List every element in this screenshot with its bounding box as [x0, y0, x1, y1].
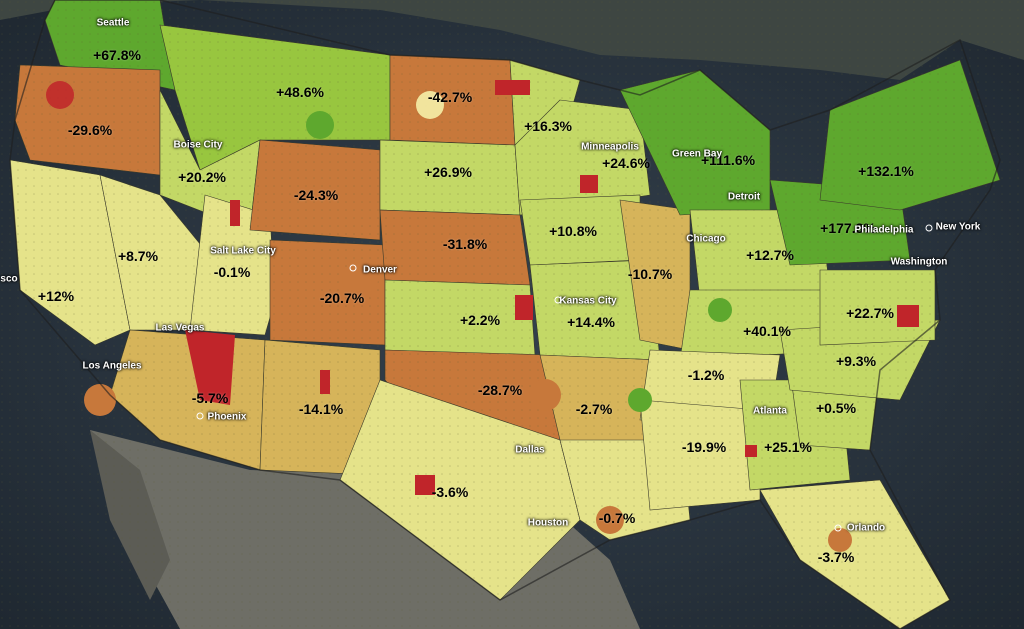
region-label-michigan: +111.6%	[700, 152, 756, 168]
region-label-northeast: +132.1%	[858, 163, 914, 179]
region-label-texas: -3.6%	[431, 484, 469, 500]
region-label-kentucky: +40.1%	[743, 323, 791, 339]
region-label-nebraska: -31.8%	[442, 236, 488, 252]
region-label-missouri: +14.4%	[567, 314, 615, 330]
city-marker-denver	[349, 264, 357, 272]
region-label-georgia-east: +0.5%	[815, 400, 857, 416]
region-label-tennessee: -1.2%	[687, 367, 725, 383]
region-label-idaho: +20.2%	[178, 169, 226, 185]
city-label-washington[interactable]: Washington	[890, 256, 948, 268]
city-marker-phoenix	[196, 412, 204, 420]
region-label-wyoming: -24.3%	[293, 187, 339, 203]
region-label-illinois: -10.7%	[627, 266, 673, 282]
city-label-new-york[interactable]: New York	[935, 221, 981, 233]
region-label-iowa: +10.8%	[549, 223, 597, 239]
city-marker-kansas-city	[554, 296, 562, 304]
region-label-montana: +48.6%	[276, 84, 324, 100]
city-label-seattle[interactable]: Seattle	[96, 17, 130, 29]
city-label-philadelphia[interactable]: Philadelphia	[854, 224, 914, 236]
city-label-boise-city[interactable]: Boise City	[173, 139, 223, 151]
city-marker-new-york	[925, 224, 933, 232]
region-label-utah: -0.1%	[213, 264, 251, 280]
region-label-florida: -3.7%	[817, 549, 855, 565]
city-label-detroit[interactable]: Detroit	[727, 191, 761, 203]
city-label-denver[interactable]: Denver	[363, 264, 397, 276]
city-label-phoenix[interactable]: Phoenix	[207, 411, 247, 423]
region-label-california-north: +12%	[37, 288, 75, 304]
region-label-gulf: -0.7%	[598, 510, 636, 526]
city-label-chicago[interactable]: Chicago	[686, 233, 726, 245]
region-label-north-dakota: -42.7%	[427, 89, 473, 105]
region-label-carolinas: +9.3%	[835, 353, 877, 369]
region-label-new-mexico: -14.1%	[298, 401, 344, 417]
city-label-atlanta[interactable]: Atlanta	[753, 405, 787, 417]
region-label-georgia: +25.1%	[764, 439, 812, 455]
region-label-arizona: -5.7%	[191, 390, 229, 406]
city-label-kansas-city[interactable]: Kansas City	[559, 295, 617, 307]
us-border	[9, 0, 1001, 629]
city-label-las-vegas[interactable]: Las Vegas	[155, 322, 205, 334]
region-label-colorado: -20.7%	[319, 290, 365, 306]
city-label-dallas[interactable]: Dallas	[515, 444, 545, 456]
city-label-orlando[interactable]: Orlando	[846, 522, 886, 534]
city-marker-orlando	[834, 524, 842, 532]
region-label-pacific-nw: +67.8%	[93, 47, 141, 63]
region-label-kansas: +2.2%	[459, 312, 501, 328]
region-label-south-dakota: +26.9%	[424, 164, 472, 180]
region-label-pennsylvania: +177.8%	[820, 220, 876, 236]
city-label-salt-lake-city[interactable]: Salt Lake City	[210, 245, 276, 257]
region-label-oregon: -29.6%	[67, 122, 113, 138]
region-label-arkansas: -2.7%	[575, 401, 613, 417]
city-label-san-francisco[interactable]: sco	[0, 273, 18, 285]
region-label-alabama: -19.9%	[681, 439, 727, 455]
region-label-ohio: +12.7%	[746, 247, 794, 263]
region-label-minnesota: +24.6%	[602, 155, 650, 171]
region-label-virginia: +22.7%	[846, 305, 894, 321]
region-label-nevada-utah: +8.7%	[117, 248, 159, 264]
region-label-oklahoma: -28.7%	[477, 382, 523, 398]
city-label-los-angeles[interactable]: Los Angeles	[82, 360, 142, 372]
city-label-green-bay[interactable]: Green Bay	[671, 148, 723, 160]
city-label-minneapolis[interactable]: Minneapolis	[581, 141, 639, 153]
metro-patches	[46, 80, 919, 552]
region-label-minnesota-east: +16.3%	[524, 118, 572, 134]
city-label-houston[interactable]: Houston	[527, 517, 569, 529]
